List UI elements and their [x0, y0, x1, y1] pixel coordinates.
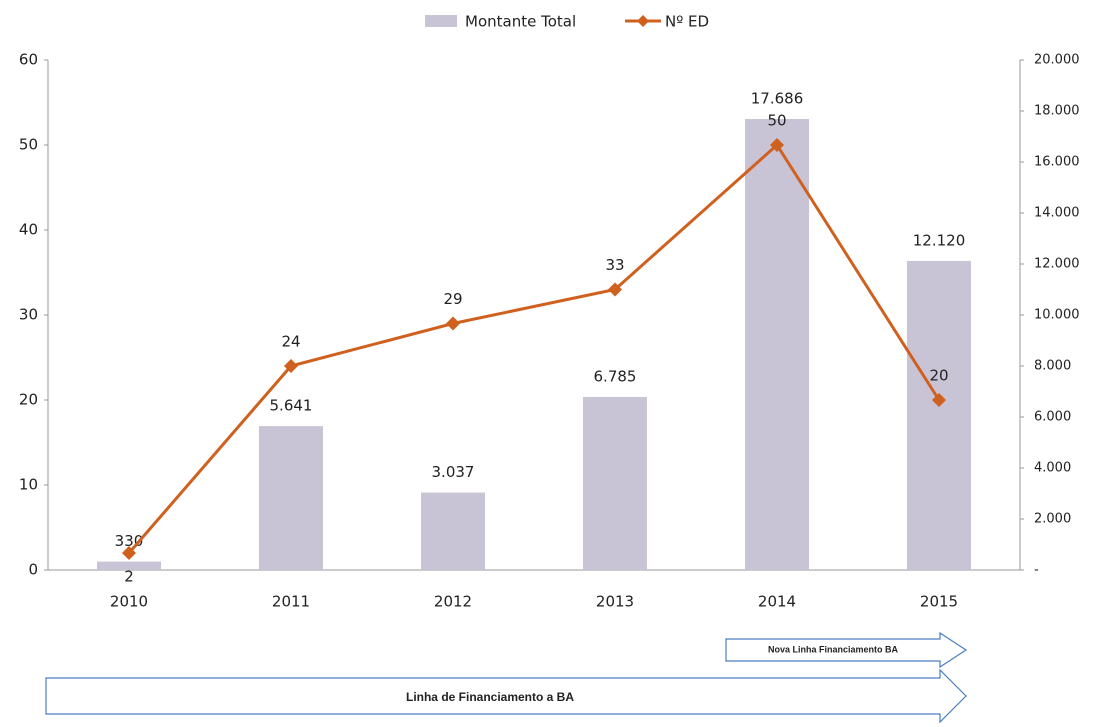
x-tick-label: 2012 — [434, 593, 472, 611]
line-label: 24 — [281, 333, 300, 351]
x-tick-label: 2013 — [596, 593, 634, 611]
y2-tick-label: 4.000 — [1034, 461, 1071, 476]
line — [127, 142, 941, 554]
x-tick-label: 2015 — [920, 593, 958, 611]
bar — [745, 119, 809, 570]
legend-label: Nº ED — [665, 13, 709, 31]
line-label: 33 — [605, 256, 624, 274]
annotation: Linha de Financiamento a BA — [406, 690, 574, 704]
annotation-arrow — [725, 631, 968, 669]
y2-tick-label: 14.000 — [1034, 206, 1080, 221]
y2-tick-label: 18.000 — [1034, 104, 1080, 119]
bar-label: 17.686 — [751, 90, 804, 108]
annotation-arrow — [45, 668, 967, 724]
x-tick-label: 2011 — [272, 593, 310, 611]
y-tick-label: 60 — [19, 51, 38, 69]
y2-tick-label: 8.000 — [1034, 359, 1071, 374]
y-tick-label: 10 — [19, 476, 38, 494]
x-tick-label: 2014 — [758, 593, 796, 611]
bar-label: 6.785 — [594, 367, 637, 385]
y2-tick-label: - — [1034, 563, 1039, 578]
y-tick-label: 40 — [19, 221, 38, 239]
y-tick-label: 0 — [28, 561, 38, 579]
line-label: 50 — [767, 112, 786, 130]
y2-tick-label: 10.000 — [1034, 308, 1080, 323]
bar-label: 3.037 — [432, 463, 475, 481]
y2-tick-label: 6.000 — [1034, 410, 1071, 425]
bar — [259, 426, 323, 570]
marker — [122, 546, 136, 560]
x-tick-label: 2010 — [110, 593, 148, 611]
y2-tick-label: 2.000 — [1034, 512, 1071, 527]
y2-tick-label: 20.000 — [1034, 53, 1080, 68]
annotation: Nova Linha Financiamento BA — [768, 644, 899, 654]
y2-tick-label: 16.000 — [1034, 155, 1080, 170]
marker — [608, 282, 622, 297]
legend-swatch — [425, 15, 457, 27]
bar-label: 12.120 — [913, 231, 966, 249]
marker — [446, 316, 460, 331]
bar-label: 5.641 — [270, 397, 313, 415]
line-label: 29 — [443, 290, 462, 308]
legend-swatch — [637, 15, 649, 27]
y-tick-label: 30 — [19, 306, 38, 324]
marker — [284, 359, 298, 373]
y-tick-label: 50 — [19, 136, 38, 154]
y2-tick-label: 12.000 — [1034, 257, 1080, 272]
legend-label: Montante Total — [465, 13, 576, 31]
line-label: 2 — [124, 568, 134, 586]
bar — [583, 396, 647, 570]
line-label: 20 — [929, 367, 948, 385]
bar — [421, 492, 485, 570]
bar — [97, 561, 161, 570]
bar — [907, 260, 971, 570]
marker — [932, 393, 946, 407]
marker — [770, 138, 784, 152]
y-tick-label: 20 — [19, 391, 38, 409]
